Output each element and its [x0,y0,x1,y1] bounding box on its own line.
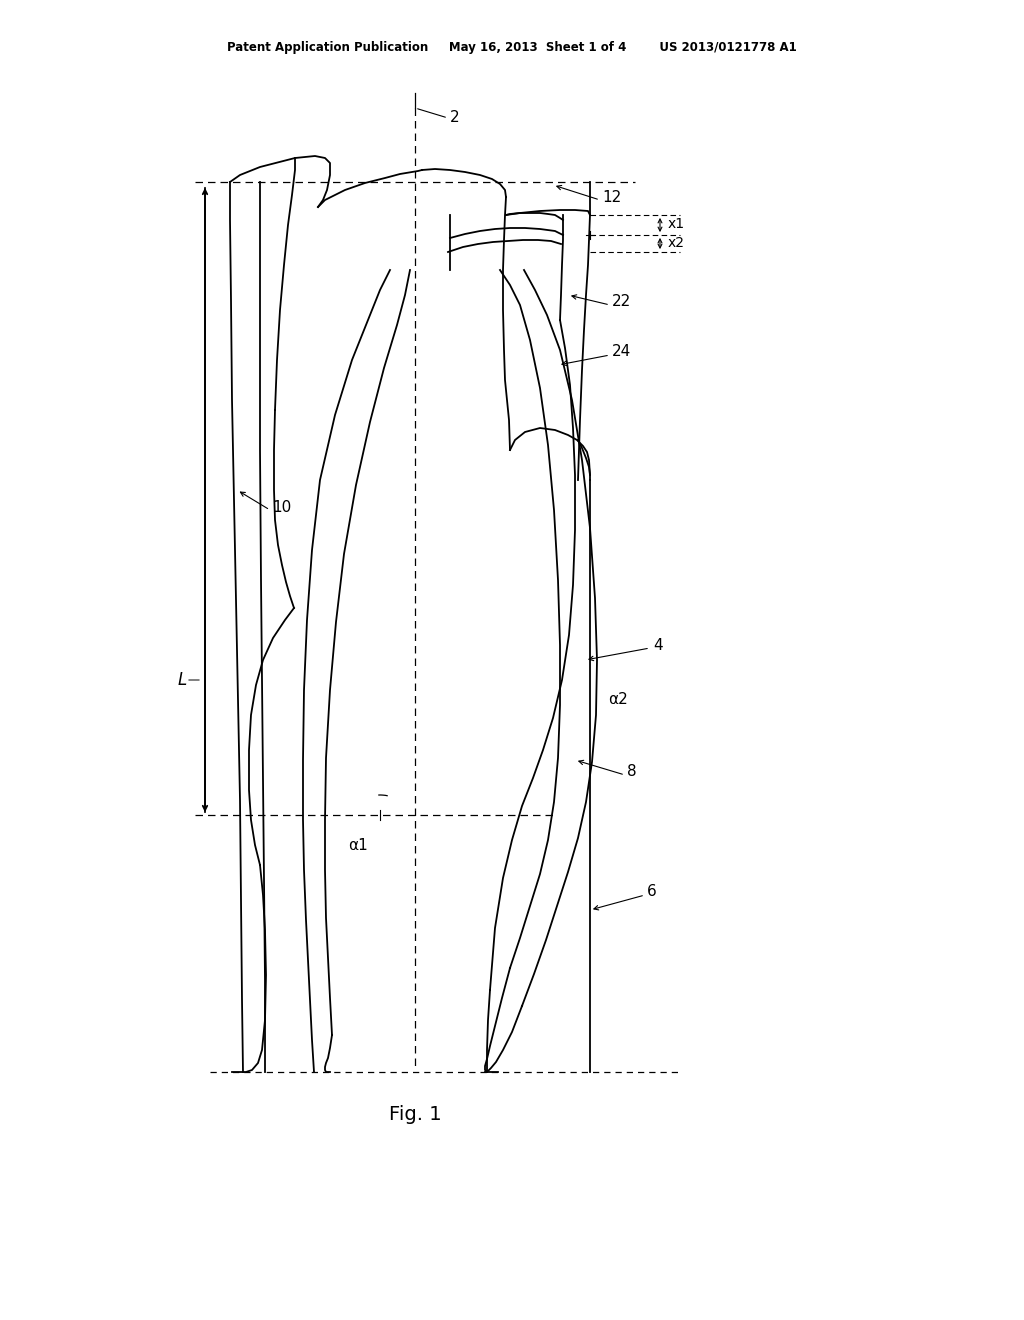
Text: 24: 24 [612,345,631,359]
Text: Fig. 1: Fig. 1 [389,1106,441,1125]
Text: α2: α2 [608,693,628,708]
Text: 10: 10 [272,499,291,515]
Text: 4: 4 [653,638,663,652]
Text: α1: α1 [348,837,368,853]
Text: x2: x2 [668,236,685,249]
Text: 6: 6 [647,884,656,899]
Text: 8: 8 [627,764,637,780]
Text: x1: x1 [668,216,685,231]
Text: Patent Application Publication     May 16, 2013  Sheet 1 of 4        US 2013/012: Patent Application Publication May 16, 2… [227,41,797,54]
Text: L: L [178,671,187,689]
Text: 22: 22 [612,294,631,309]
Text: 12: 12 [602,190,622,205]
Text: 2: 2 [450,111,460,125]
